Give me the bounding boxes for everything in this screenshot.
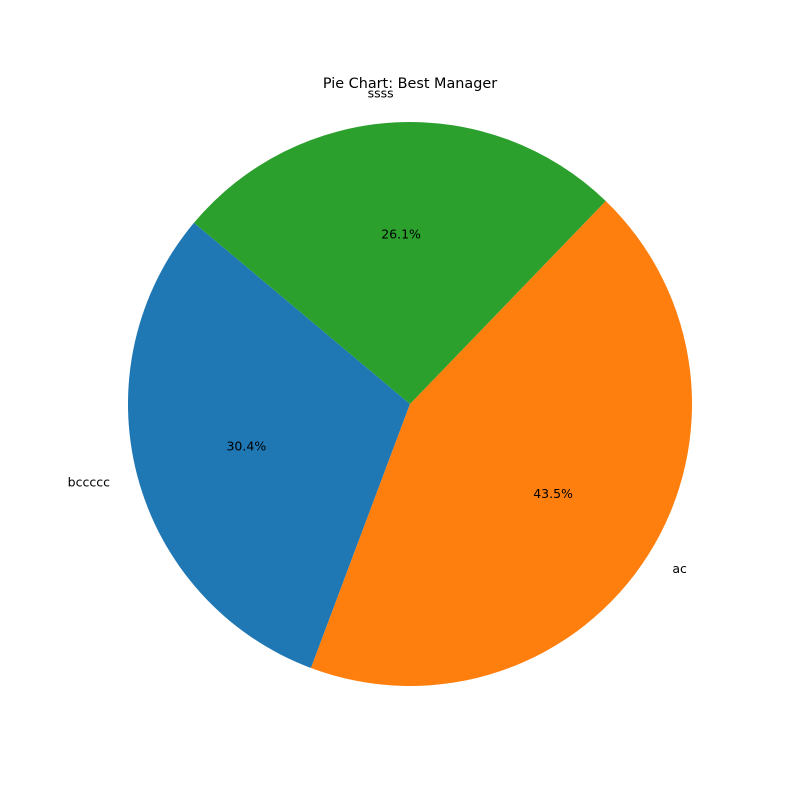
pie-slice-ac bbox=[310, 201, 693, 687]
percent-label-bccccc: 30.4% bbox=[226, 438, 266, 453]
pie-slice-bccccc bbox=[127, 222, 410, 669]
chart-title: Pie Chart: Best Manager bbox=[323, 76, 497, 92]
pie-labels: bccccc 30.4% ac 43.5% ssss 26.1% bbox=[68, 86, 687, 576]
percent-label-ssss: 26.1% bbox=[381, 227, 421, 242]
slice-label-ac: ac bbox=[672, 561, 687, 576]
slice-label-ssss: ssss bbox=[368, 86, 394, 101]
percent-label-ac: 43.5% bbox=[533, 486, 573, 501]
pie-slice-ssss bbox=[193, 122, 606, 404]
pie-slices bbox=[127, 122, 693, 687]
slice-label-bccccc: bccccc bbox=[68, 474, 110, 489]
